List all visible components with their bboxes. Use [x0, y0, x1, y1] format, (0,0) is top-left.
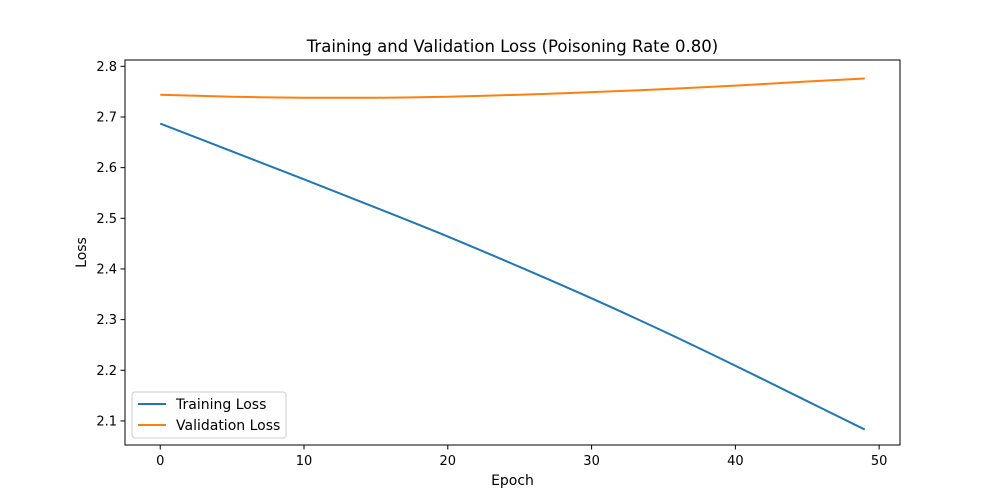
x-axis-ticks: 0 10 20 30 40 50 — [156, 445, 887, 469]
x-tick-label: 30 — [583, 454, 600, 469]
y-tick-label: 2.8 — [96, 60, 117, 75]
x-tick-label: 10 — [296, 454, 313, 469]
x-tick-label: 20 — [440, 454, 457, 469]
y-axis-label: Loss — [74, 237, 90, 268]
x-tick-label: 50 — [871, 454, 888, 469]
y-tick-label: 2.2 — [96, 364, 117, 379]
y-tick-label: 2.1 — [96, 414, 117, 429]
x-axis-label: Epoch — [491, 473, 534, 489]
x-tick-label: 0 — [156, 454, 164, 469]
legend-label: Validation Loss — [176, 418, 280, 434]
y-tick-label: 2.3 — [96, 313, 117, 328]
series-line-training-loss — [159, 122, 866, 431]
y-tick-label: 2.4 — [96, 262, 117, 277]
legend: Training Loss Validation Loss — [131, 391, 287, 439]
chart-title: Training and Validation Loss (Poisoning … — [306, 37, 718, 56]
legend-label: Training Loss — [175, 397, 266, 413]
series-line-validation-loss — [160, 77, 865, 99]
y-axis-ticks: 2.1 2.2 2.3 2.4 2.5 2.6 2.7 2.8 — [96, 60, 125, 429]
y-tick-label: 2.6 — [96, 161, 117, 176]
legend-box — [131, 391, 287, 439]
y-tick-label: 2.7 — [96, 110, 117, 125]
series-lines — [159, 77, 866, 431]
y-tick-label: 2.5 — [96, 212, 117, 227]
x-tick-label: 40 — [727, 454, 744, 469]
plot-frame — [124, 59, 901, 446]
